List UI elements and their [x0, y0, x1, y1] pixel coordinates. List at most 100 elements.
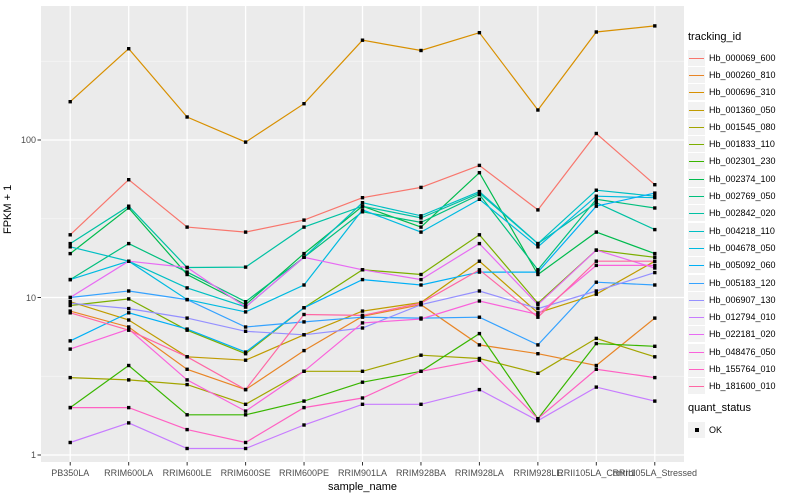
legend-label: Hb_004218_110 [709, 225, 775, 236]
legend-item: Hb_002842_020 [688, 205, 776, 222]
data-point-marker [477, 270, 482, 274]
data-point-marker [594, 289, 598, 293]
data-point-marker [653, 344, 657, 348]
data-point-marker [419, 283, 423, 287]
data-point-marker [243, 300, 248, 304]
legend-color-line-icon [689, 109, 704, 111]
legend-key [688, 205, 705, 222]
data-point-marker [302, 320, 306, 324]
legend-key [688, 326, 705, 343]
data-point-marker [653, 259, 657, 263]
data-point-marker [477, 241, 482, 246]
legend-color-line-icon [689, 230, 704, 232]
data-point-marker [419, 277, 423, 282]
legend-key [688, 136, 705, 153]
data-point-marker [594, 131, 598, 136]
data-point-marker [185, 115, 189, 119]
data-point-marker [536, 371, 540, 375]
legend-item: Hb_006907_130 [688, 291, 776, 308]
legend-label: Hb_001833_110 [709, 139, 775, 150]
data-point-marker [419, 230, 423, 234]
data-point-marker [419, 220, 423, 225]
data-point-marker [536, 352, 540, 356]
x-tick-label: RRII105LA_Stressed [612, 468, 698, 478]
data-point-marker [185, 297, 189, 302]
data-point-marker [360, 321, 365, 325]
data-point-marker [594, 201, 598, 205]
data-point-marker [477, 299, 482, 303]
data-point-marker [302, 255, 306, 259]
legend-label: Hb_001360_050 [709, 104, 776, 115]
legend-key [688, 361, 705, 378]
data-point-marker [360, 204, 365, 208]
data-point-marker [127, 325, 131, 329]
data-point-marker [302, 399, 306, 403]
data-point-marker [127, 259, 131, 263]
data-point-marker [185, 265, 189, 270]
data-point-marker [653, 251, 657, 256]
legend-color-line-icon [689, 317, 704, 319]
data-point-marker [653, 263, 657, 268]
x-tick-label: RRIM600PE [279, 468, 330, 478]
x-tick-label: RRIM600LE [162, 468, 212, 478]
data-point-marker [185, 316, 189, 320]
data-point-marker [243, 230, 248, 234]
legend-color-line-icon [689, 265, 704, 267]
legend-label: Hb_000069_600 [709, 52, 776, 63]
data-point-marker [185, 286, 189, 290]
legend-label: OK [709, 424, 723, 435]
black-square-marker-icon [694, 427, 699, 432]
data-point-marker [477, 289, 482, 293]
legend-key [688, 118, 705, 135]
data-point-marker [68, 311, 72, 315]
data-point-marker [360, 326, 365, 330]
data-point-marker [477, 171, 482, 175]
data-point-marker [653, 375, 657, 380]
legend-color-line-icon [689, 178, 704, 180]
data-point-marker [419, 214, 423, 218]
x-tick-label: RRII105LA_Control [557, 468, 636, 478]
data-point-marker [360, 201, 365, 205]
legend-item: Hb_000260_810 [688, 66, 776, 83]
data-point-marker [536, 241, 540, 246]
data-point-marker [594, 367, 598, 371]
data-point-marker [419, 353, 423, 357]
data-point-marker [185, 382, 189, 387]
legend-color-line-icon [689, 57, 704, 59]
legend-label: Hb_002374_100 [709, 173, 776, 184]
data-point-marker [419, 369, 423, 373]
legend-color-line-icon [689, 351, 704, 353]
data-point-marker [419, 185, 423, 190]
legend-label: Hb_022181_020 [709, 329, 776, 340]
data-point-marker [302, 423, 306, 427]
data-point-marker [185, 446, 189, 451]
data-point-marker [360, 309, 365, 313]
data-point-marker [653, 316, 657, 320]
data-point-marker [653, 183, 657, 187]
legend-item: Hb_005183_120 [688, 274, 776, 291]
data-point-marker [185, 355, 189, 359]
data-point-marker [594, 188, 598, 192]
data-point-marker [477, 259, 482, 263]
data-point-marker [653, 191, 657, 195]
data-point-marker [127, 289, 131, 293]
x-axis-title: sample_name [327, 481, 398, 493]
data-point-marker [185, 225, 189, 229]
data-point-marker [243, 325, 248, 329]
data-point-marker [302, 348, 306, 353]
data-point-marker [127, 405, 131, 410]
data-point-marker [68, 303, 72, 308]
data-point-marker [536, 303, 540, 307]
legend-item: Hb_155764_010 [688, 360, 776, 378]
data-point-marker [68, 339, 72, 343]
y-axis-title: FPKM + 1 [2, 184, 14, 234]
data-point-marker [185, 367, 189, 371]
data-point-marker [68, 309, 72, 313]
data-point-marker [302, 251, 306, 256]
data-point-marker [127, 311, 131, 315]
legend-color-line-icon [689, 196, 704, 198]
data-point-marker [243, 265, 248, 269]
data-point-marker [594, 363, 598, 368]
x-tick-label: RRIM928BA [395, 468, 446, 478]
